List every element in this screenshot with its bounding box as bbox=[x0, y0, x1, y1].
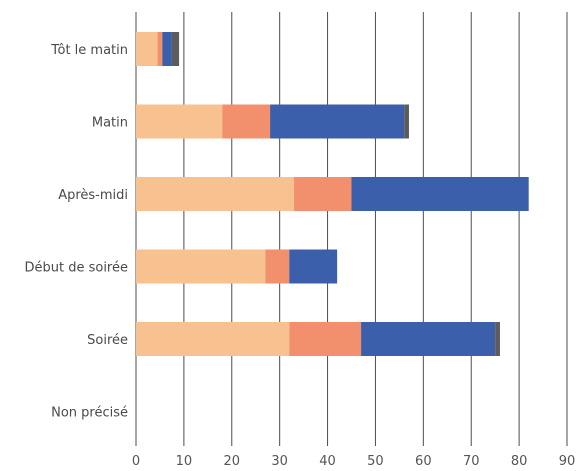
x-tick-label: 70 bbox=[463, 454, 480, 469]
category-label: Non précisé bbox=[51, 406, 128, 421]
bar-segment bbox=[136, 322, 290, 356]
bar-segment bbox=[136, 249, 266, 284]
category-labels: Tôt le matin Matin Après-midi Début de soir… bbox=[24, 43, 128, 421]
bar-segment bbox=[222, 104, 271, 139]
bar-segment bbox=[351, 177, 529, 211]
x-tick-label: 50 bbox=[367, 454, 384, 469]
bar-segment bbox=[495, 322, 500, 356]
category-label: Soirée bbox=[87, 333, 128, 348]
bar-segment bbox=[404, 104, 409, 139]
x-axis-ticks: 0 10 20 30 40 50 60 70 80 90 bbox=[132, 454, 575, 469]
bar-segment bbox=[162, 32, 172, 66]
x-tick-label: 20 bbox=[224, 454, 241, 469]
x-tick-label: 60 bbox=[415, 454, 432, 469]
x-tick-label: 40 bbox=[319, 454, 336, 469]
x-tick-label: 80 bbox=[511, 454, 528, 469]
bars bbox=[136, 32, 529, 356]
bar-segment bbox=[157, 32, 163, 66]
category-label: Après-midi bbox=[58, 188, 128, 203]
bar-segment bbox=[289, 249, 338, 284]
bar-segment bbox=[361, 322, 496, 356]
bar-segment bbox=[294, 177, 352, 211]
bar-segment bbox=[136, 104, 223, 139]
x-tick-label: 10 bbox=[176, 454, 193, 469]
bar-segment bbox=[270, 104, 405, 139]
bar-segment bbox=[136, 32, 158, 66]
x-tick-label: 0 bbox=[132, 454, 140, 469]
bar-segment bbox=[289, 322, 362, 356]
bar-segment bbox=[265, 249, 290, 284]
category-label: Tôt le matin bbox=[50, 43, 128, 58]
bar-segment bbox=[136, 177, 295, 211]
x-tick-label: 90 bbox=[559, 454, 576, 469]
category-label: Début de soirée bbox=[24, 261, 128, 276]
bar-segment bbox=[171, 32, 180, 66]
gridlines bbox=[135, 12, 568, 446]
x-tick-label: 30 bbox=[271, 454, 288, 469]
category-label: Matin bbox=[92, 116, 128, 131]
